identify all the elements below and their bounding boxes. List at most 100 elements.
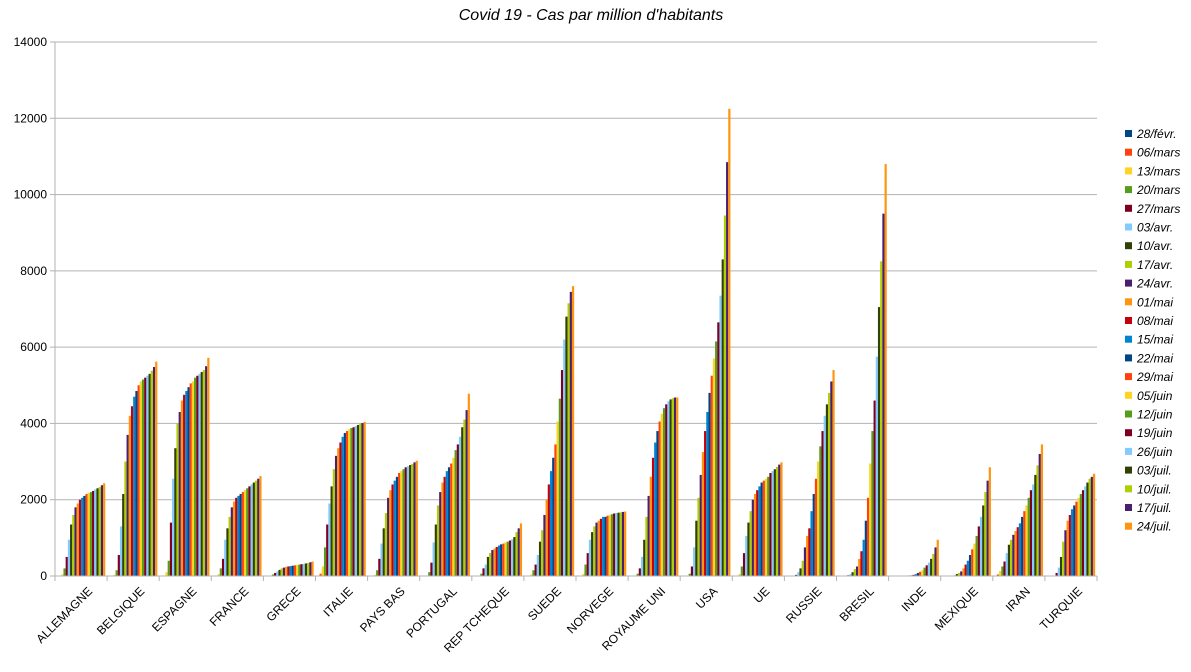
bar	[224, 539, 227, 576]
bar	[764, 478, 768, 576]
bar	[380, 543, 383, 576]
bar	[122, 493, 125, 576]
bar	[300, 564, 303, 576]
bar	[445, 471, 448, 576]
legend-swatch	[1125, 260, 1132, 268]
bar	[141, 379, 145, 576]
bar	[1068, 514, 1071, 576]
bar	[624, 511, 627, 576]
x-category-label: RUSSIE	[783, 584, 824, 625]
bar	[671, 398, 674, 576]
bar	[558, 398, 561, 576]
bar	[586, 553, 589, 576]
legend-label: 10/juil.	[1137, 482, 1172, 496]
bar	[1086, 482, 1089, 576]
bar	[246, 488, 249, 576]
bar	[78, 499, 82, 576]
legend-swatch	[1125, 298, 1132, 306]
bar	[389, 490, 392, 576]
bar	[536, 555, 539, 576]
bar	[1077, 497, 1080, 576]
bar	[391, 484, 394, 576]
legend-label: 27/mars	[1136, 202, 1180, 216]
bar	[871, 431, 874, 576]
bar	[662, 408, 666, 576]
bar	[610, 514, 614, 576]
bar	[480, 573, 483, 576]
bar	[699, 474, 702, 576]
bar	[321, 566, 324, 576]
bar	[1032, 484, 1035, 576]
bar	[767, 476, 770, 576]
x-category-label: PAYS BAS	[357, 584, 408, 635]
bar	[649, 476, 652, 576]
bar	[348, 429, 351, 576]
bar	[740, 566, 743, 576]
bar	[866, 497, 870, 576]
bar	[651, 457, 655, 576]
bar	[647, 495, 650, 576]
bar	[452, 457, 455, 576]
bar	[721, 259, 724, 576]
bar	[602, 516, 605, 576]
bar	[690, 566, 694, 576]
bar	[511, 539, 514, 576]
bar	[354, 426, 357, 576]
bar	[1092, 473, 1096, 576]
bar	[1073, 505, 1076, 576]
bar	[443, 476, 446, 576]
bar	[382, 528, 385, 576]
bar	[760, 482, 763, 576]
bar	[615, 513, 618, 576]
bar	[597, 520, 600, 576]
bar	[502, 543, 505, 576]
bar	[855, 566, 859, 576]
legend-label: 10/avr.	[1137, 239, 1173, 253]
bar	[239, 493, 242, 576]
legend-label: 15/mai	[1137, 333, 1173, 347]
bar	[988, 467, 991, 576]
bar	[94, 489, 97, 576]
bar	[271, 574, 275, 576]
bar	[654, 442, 657, 576]
y-tick-label: 2000	[20, 493, 47, 507]
bar	[695, 520, 698, 576]
x-category-label: ITALIE	[320, 584, 355, 619]
x-category-label: PORTUGAL	[403, 584, 460, 641]
bar	[806, 535, 809, 576]
bar	[113, 574, 116, 576]
bar	[298, 564, 301, 576]
bar	[1062, 541, 1065, 576]
bar	[1075, 501, 1078, 576]
bar	[613, 513, 616, 576]
x-category-label: ESPAGNE	[149, 584, 199, 634]
legend-swatch	[1125, 242, 1132, 250]
bar	[328, 503, 331, 576]
bar	[828, 392, 831, 576]
legend-label: 17/juil.	[1137, 501, 1172, 515]
bar	[726, 162, 729, 576]
bar	[560, 370, 564, 576]
bar	[1057, 567, 1060, 576]
bar	[927, 562, 931, 576]
bar	[919, 571, 922, 576]
bar	[70, 524, 73, 576]
bar	[250, 484, 253, 576]
bar	[373, 574, 377, 576]
bar	[604, 516, 607, 576]
bar	[237, 495, 240, 576]
bar	[243, 490, 247, 576]
bar	[710, 375, 713, 576]
bar	[742, 553, 746, 576]
bar	[643, 539, 646, 576]
bar	[400, 471, 403, 576]
bar	[812, 493, 815, 576]
bar	[87, 492, 90, 576]
legend-swatch	[1125, 485, 1132, 493]
bar	[326, 524, 329, 576]
bar	[311, 561, 314, 576]
bar	[361, 423, 364, 576]
bar	[81, 497, 84, 576]
bar	[119, 526, 123, 576]
bar	[241, 492, 244, 576]
